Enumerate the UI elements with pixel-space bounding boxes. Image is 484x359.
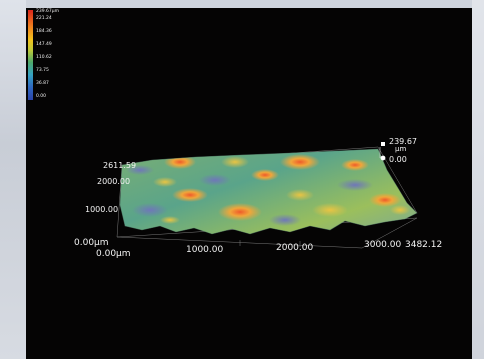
surface-edge xyxy=(119,148,418,235)
colorbar-tick-1: 221.24 xyxy=(36,16,52,21)
x-origin-label: 0.00µm xyxy=(96,249,131,259)
colorbar-tick-2: 184.36 xyxy=(36,29,52,34)
z-unit-label: µm xyxy=(395,145,406,153)
z-max-value: 239.67 xyxy=(389,137,417,146)
y-tick-2000: 2000.00 xyxy=(97,177,130,186)
zmax-marker-icon xyxy=(381,142,385,146)
colorbar-tick-3: 147.49 xyxy=(36,42,52,47)
height-colorbar xyxy=(28,10,33,100)
x-tick-2000: 2000.00 xyxy=(276,243,313,253)
y-max-label: 2611.59 xyxy=(103,161,136,170)
height-map-surface xyxy=(120,149,417,234)
y-origin-label: 0.00µm xyxy=(74,238,109,248)
colorbar-tick-7: 0.00 xyxy=(36,94,47,99)
x-tick-3000: 3000.00 xyxy=(364,240,401,250)
x-max-label: 3482.12 xyxy=(405,240,442,250)
colorbar-tick-6: 36.87 xyxy=(36,81,49,86)
colorbar-tick-5: 73.75 xyxy=(36,68,49,73)
z-zero-value: 0.00 xyxy=(389,155,407,164)
x-tick-1000: 1000.00 xyxy=(186,245,223,255)
colorbar-tick-4: 110.62 xyxy=(36,55,52,60)
zmin-marker-icon xyxy=(380,155,386,161)
window-frame-left xyxy=(0,0,26,359)
colorbar-title: 239.67µm xyxy=(36,9,59,14)
window-frame-right xyxy=(472,0,484,359)
y-tick-1000: 1000.00 xyxy=(85,205,118,214)
